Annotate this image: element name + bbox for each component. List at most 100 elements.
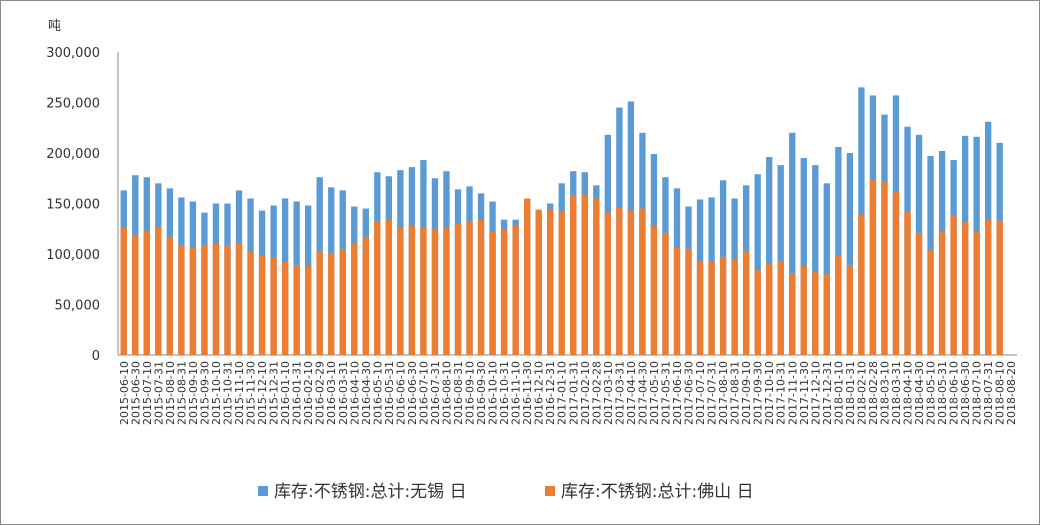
bar-foshan	[996, 220, 1003, 355]
bar-foshan	[235, 242, 243, 355]
bar-foshan	[270, 258, 277, 355]
x-tick-label: 2017-05-31	[659, 361, 672, 425]
bar-foshan	[212, 243, 220, 355]
bar-foshan	[431, 228, 439, 355]
x-tick-label: 2018-04-10	[902, 361, 915, 425]
bar-foshan	[927, 249, 934, 355]
bar-foshan	[961, 221, 969, 355]
x-tick-label: 2015-06-10	[118, 361, 131, 425]
bar-foshan	[189, 246, 197, 355]
bar-foshan	[247, 251, 254, 355]
bar-foshan	[281, 262, 289, 355]
bar-foshan	[224, 244, 231, 355]
legend-swatch-foshan	[545, 486, 555, 496]
x-tick-label: 2018-06-30	[959, 361, 972, 425]
bar-wuxi	[777, 165, 784, 355]
bar-foshan	[523, 198, 531, 355]
bar-foshan	[708, 262, 715, 355]
bar-foshan	[754, 270, 761, 355]
x-tick-label: 2017-04-10	[625, 361, 638, 425]
bar-foshan	[789, 273, 796, 355]
bar-foshan	[938, 230, 946, 355]
bar-foshan	[316, 250, 323, 355]
bar-foshan	[132, 234, 139, 355]
x-tick-label: 2017-11-30	[798, 361, 811, 425]
bar-foshan	[500, 229, 508, 355]
x-tick-label: 2016-02-29	[314, 361, 327, 425]
bar-foshan	[143, 230, 150, 355]
bar-foshan	[904, 211, 911, 355]
y-tick-label: 250,000	[46, 97, 100, 112]
x-tick-label: 2018-01-31	[844, 361, 857, 425]
x-tick-label: 2016-02-10	[302, 361, 315, 425]
x-tick-label: 2017-01-10	[556, 361, 569, 425]
x-tick-label: 2017-03-31	[613, 361, 626, 425]
x-tick-label: 2015-10-10	[210, 361, 223, 425]
x-tick-label: 2016-03-31	[337, 361, 350, 425]
y-tick-label: 0	[92, 349, 100, 364]
x-tick-label: 2018-07-10	[971, 361, 984, 425]
bar-foshan	[835, 256, 842, 355]
x-tick-label: 2017-12-31	[821, 361, 834, 425]
y-axis-ticks: 300,000 250,000 200,000 150,000 100,000 50,00…	[46, 46, 100, 364]
x-tick-label: 2017-02-10	[579, 361, 592, 425]
x-tick-label: 2015-10-31	[221, 361, 234, 425]
bar-foshan	[846, 265, 854, 355]
bar-foshan	[950, 215, 957, 355]
bar-foshan	[166, 236, 174, 355]
bar-foshan	[535, 209, 542, 355]
bar-foshan	[858, 214, 865, 355]
bar-foshan	[662, 232, 669, 355]
x-tick-label: 2016-10-31	[498, 361, 511, 425]
x-tick-label: 2016-05-31	[383, 361, 396, 425]
bar-foshan	[420, 227, 427, 355]
bar-foshan	[869, 179, 877, 355]
x-tick-label: 2018-02-10	[855, 361, 868, 425]
bar-wuxi	[789, 132, 796, 355]
x-tick-label: 2016-09-10	[464, 361, 477, 425]
bar-foshan	[719, 257, 727, 355]
x-tick-label: 2017-11-10	[786, 361, 799, 425]
x-tick-label: 2015-12-31	[268, 361, 281, 425]
bar-foshan	[766, 263, 773, 355]
bar-foshan	[881, 181, 888, 355]
bar-wuxi	[754, 174, 761, 355]
bar-wuxi	[812, 165, 819, 355]
bar-foshan	[443, 227, 450, 355]
x-tick-label: 2015-09-10	[187, 361, 200, 425]
bar-foshan	[685, 248, 692, 355]
bar-foshan	[673, 246, 681, 355]
x-tick-label: 2018-08-10	[994, 361, 1007, 425]
bar-foshan	[385, 219, 393, 355]
bar-foshan	[616, 207, 623, 355]
bar-foshan	[258, 256, 266, 355]
x-tick-label: 2017-06-30	[683, 361, 696, 425]
x-tick-label: 2015-12-10	[256, 361, 269, 425]
x-tick-label: 2017-10-31	[775, 361, 788, 425]
x-tick-label: 2017-09-30	[752, 361, 765, 425]
bar-foshan	[362, 237, 369, 355]
x-tick-label: 2016-12-31	[544, 361, 557, 425]
bar-wuxi	[835, 146, 842, 355]
x-tick-label: 2016-04-30	[360, 361, 373, 425]
x-tick-label: 2015-07-10	[141, 361, 154, 425]
bar-foshan	[454, 223, 462, 355]
bar-foshan	[339, 248, 346, 355]
bar-foshan	[351, 243, 358, 355]
x-tick-label: 2016-03-10	[325, 361, 338, 425]
x-tick-label: 2018-03-10	[878, 361, 891, 425]
x-tick-label: 2018-05-31	[936, 361, 949, 425]
bar-foshan	[973, 231, 980, 355]
bar-foshan	[650, 225, 658, 355]
legend-swatch-wuxi	[258, 486, 268, 496]
bar-foshan	[328, 252, 335, 355]
x-tick-label: 2016-09-30	[475, 361, 488, 425]
x-tick-label: 2016-11-30	[521, 361, 534, 425]
legend: 库存:不锈钢:总计:无锡 日 库存:不锈钢:总计:佛山 日	[258, 482, 754, 502]
y-tick-label: 50,000	[55, 299, 101, 314]
bar-foshan	[812, 272, 819, 355]
x-tick-label: 2017-03-10	[602, 361, 615, 425]
x-tick-label: 2018-01-10	[832, 361, 845, 425]
legend-label-foshan: 库存:不锈钢:总计:佛山 日	[561, 482, 754, 502]
